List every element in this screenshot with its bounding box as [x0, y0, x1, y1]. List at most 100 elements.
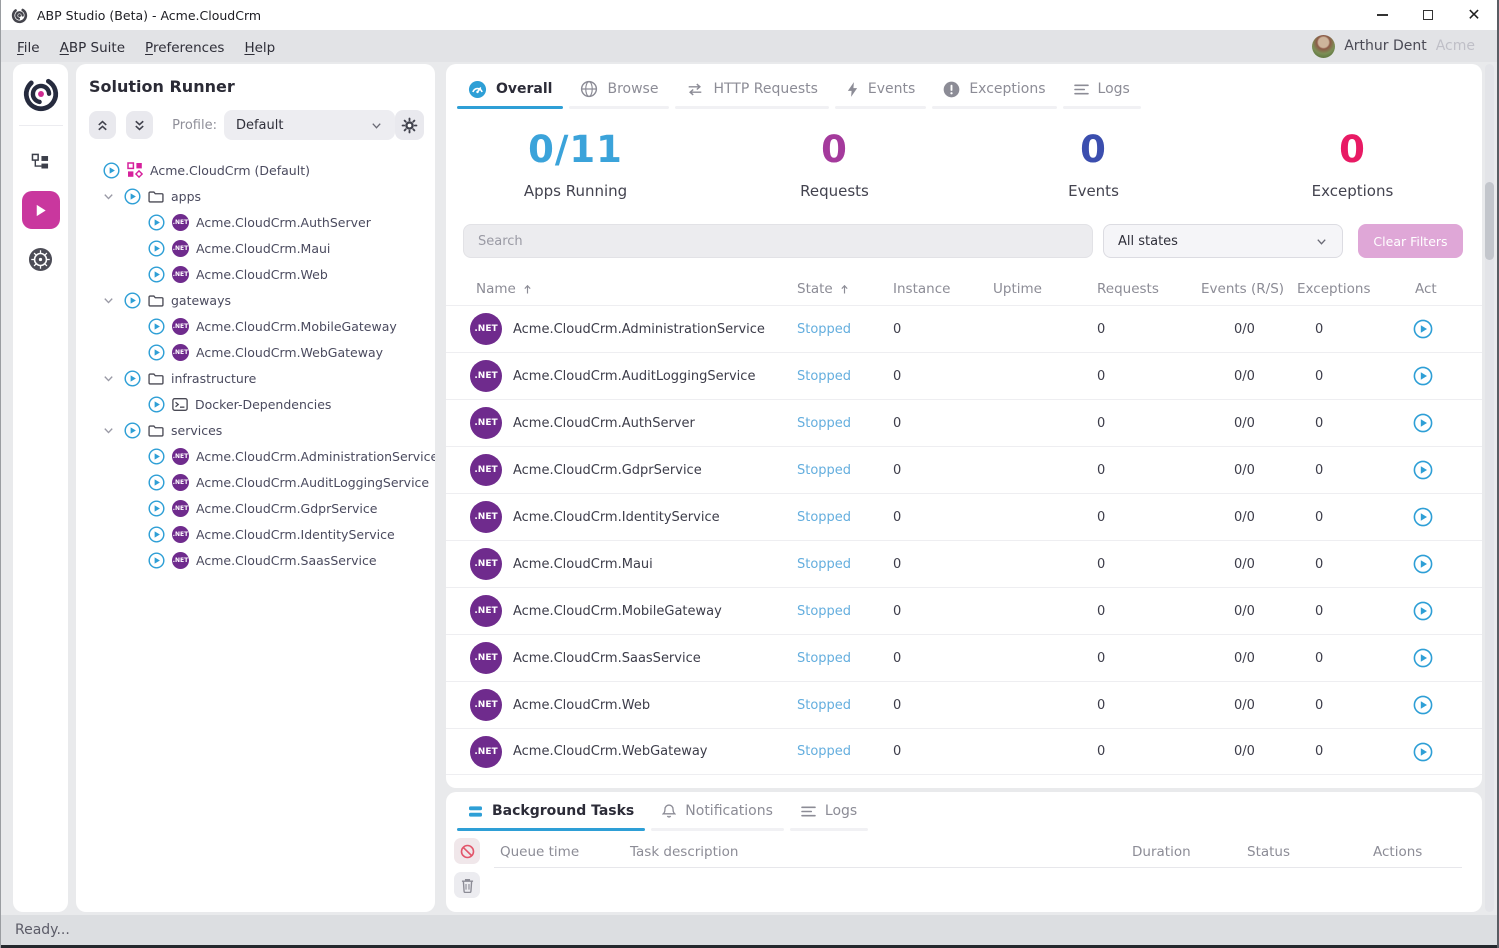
state-cell[interactable]: Stopped — [797, 556, 852, 572]
start-service-button[interactable] — [1413, 507, 1433, 527]
state-cell[interactable]: Stopped — [797, 415, 852, 431]
tab-overall[interactable]: Overall — [454, 69, 566, 109]
play-icon[interactable] — [124, 291, 141, 309]
play-icon[interactable] — [148, 239, 165, 257]
search-input[interactable] — [463, 224, 1093, 258]
tab-logs[interactable]: Logs — [1060, 69, 1144, 109]
tree-item-services[interactable]: services — [89, 417, 435, 443]
instance-cell: 0 — [893, 509, 902, 525]
profile-select[interactable]: Default — [223, 110, 395, 140]
state-cell[interactable]: Stopped — [797, 697, 852, 713]
column-header-uptime[interactable]: Uptime — [993, 281, 1042, 297]
profile-settings-button[interactable] — [394, 110, 424, 140]
start-service-button[interactable] — [1413, 742, 1433, 762]
play-icon[interactable] — [124, 421, 141, 439]
tree-item-acme-cloudcrm-default[interactable]: Acme.CloudCrm (Default) — [89, 157, 435, 183]
play-icon[interactable] — [148, 499, 165, 517]
start-service-button[interactable] — [1413, 554, 1433, 574]
play-icon[interactable] — [148, 395, 165, 413]
minimize-button[interactable] — [1359, 0, 1405, 30]
solution-runner-icon[interactable] — [21, 191, 60, 229]
solution-explorer-icon[interactable] — [22, 142, 60, 180]
user-avatar[interactable] — [1312, 34, 1336, 58]
column-header-exceptions[interactable]: Exceptions — [1297, 281, 1371, 297]
tree-item-acme-cloudcrm-gdprservice[interactable]: .NET Acme.CloudCrm.GdprService — [89, 495, 435, 521]
tree-item-acme-cloudcrm-webgateway[interactable]: .NET Acme.CloudCrm.WebGateway — [89, 339, 435, 365]
column-header-name[interactable]: Name — [446, 281, 791, 297]
start-service-button[interactable] — [1413, 413, 1433, 433]
column-header-state[interactable]: State — [791, 281, 887, 297]
play-icon[interactable] — [148, 265, 165, 283]
state-filter-select[interactable]: All states — [1103, 224, 1343, 258]
tree-item-acme-cloudcrm-saasservice[interactable]: .NET Acme.CloudCrm.SaasService — [89, 547, 435, 573]
state-cell[interactable]: Stopped — [797, 744, 852, 759]
start-service-button[interactable] — [1413, 366, 1433, 386]
tab-background-tasks[interactable]: Background Tasks — [454, 792, 648, 831]
tree-item-acme-cloudcrm-administrationservice[interactable]: .NET Acme.CloudCrm.AdministrationService — [89, 443, 435, 469]
menu-file[interactable]: File — [17, 39, 40, 56]
collapse-all-button[interactable] — [89, 111, 117, 139]
tree-item-acme-cloudcrm-mobilegateway[interactable]: .NET Acme.CloudCrm.MobileGateway — [89, 313, 435, 339]
state-cell[interactable]: Stopped — [797, 650, 852, 666]
chevron-down-icon[interactable] — [100, 372, 117, 385]
cancel-tasks-button[interactable] — [454, 838, 480, 864]
tree-item-infrastructure[interactable]: infrastructure — [89, 365, 435, 391]
expand-all-button[interactable] — [126, 111, 154, 139]
play-icon[interactable] — [148, 213, 165, 231]
column-header-requests[interactable]: Requests — [1097, 281, 1159, 297]
scrollbar-thumb[interactable] — [1485, 182, 1494, 260]
play-icon[interactable] — [148, 551, 165, 569]
tree-item-docker-dependencies[interactable]: Docker-Dependencies — [89, 391, 435, 417]
service-row: .NET Acme.CloudCrm.GdprService Stopped 0… — [446, 446, 1482, 493]
play-icon[interactable] — [148, 317, 165, 335]
play-icon[interactable] — [148, 447, 165, 465]
menu-help[interactable]: Help — [244, 39, 276, 56]
chevron-down-icon[interactable] — [100, 424, 117, 437]
tab-exceptions[interactable]: Exceptions — [929, 69, 1059, 109]
close-button[interactable]: ✕ — [1467, 5, 1481, 24]
actions-cell — [1391, 742, 1477, 762]
tree-item-acme-cloudcrm-auditloggingservice[interactable]: .NET Acme.CloudCrm.AuditLoggingService — [89, 469, 435, 495]
start-service-button[interactable] — [1413, 695, 1433, 715]
tab-underline — [675, 106, 829, 109]
start-service-button[interactable] — [1413, 601, 1433, 621]
state-cell[interactable]: Stopped — [797, 462, 852, 478]
tab-browse[interactable]: Browse — [566, 69, 672, 109]
chevron-down-icon[interactable] — [100, 190, 117, 203]
tree-item-acme-cloudcrm-authserver[interactable]: .NET Acme.CloudCrm.AuthServer — [89, 209, 435, 235]
start-service-button[interactable] — [1413, 648, 1433, 668]
play-icon[interactable] — [124, 369, 141, 387]
tree-item-acme-cloudcrm-identityservice[interactable]: .NET Acme.CloudCrm.IdentityService — [89, 521, 435, 547]
play-icon[interactable] — [148, 473, 165, 491]
start-service-button[interactable] — [1413, 460, 1433, 480]
play-icon[interactable] — [148, 525, 165, 543]
kubernetes-icon[interactable] — [22, 240, 60, 278]
start-service-button[interactable] — [1413, 319, 1433, 339]
menu-abp-suite[interactable]: ABP Suite — [59, 39, 126, 56]
play-icon[interactable] — [124, 187, 141, 205]
tree-item-acme-cloudcrm-web[interactable]: .NET Acme.CloudCrm.Web — [89, 261, 435, 287]
tree-item-apps[interactable]: apps — [89, 183, 435, 209]
tab-notifications[interactable]: Notifications — [648, 792, 787, 831]
state-cell[interactable]: Stopped — [797, 603, 852, 619]
state-cell[interactable]: Stopped — [797, 321, 852, 337]
user-area[interactable]: Arthur Dent Acme — [1312, 34, 1487, 58]
column-header-act[interactable]: Act — [1415, 281, 1437, 297]
clear-filters-button[interactable]: Clear Filters — [1358, 224, 1463, 258]
tree-item-gateways[interactable]: gateways — [89, 287, 435, 313]
menu-preferences[interactable]: Preferences — [145, 39, 225, 56]
play-icon[interactable] — [103, 161, 120, 179]
state-cell[interactable]: Stopped — [797, 509, 852, 525]
tab-http-requests[interactable]: HTTP Requests — [672, 69, 831, 109]
clear-tasks-button[interactable] — [454, 872, 480, 898]
maximize-button[interactable] — [1405, 0, 1451, 30]
column-header-instance[interactable]: Instance — [893, 281, 951, 297]
tree-item-acme-cloudcrm-maui[interactable]: .NET Acme.CloudCrm.Maui — [89, 235, 435, 261]
state-cell[interactable]: Stopped — [797, 368, 852, 384]
column-header-events-r-s[interactable]: Events (R/S) — [1201, 281, 1285, 297]
play-icon[interactable] — [148, 343, 165, 361]
chevron-down-icon[interactable] — [100, 294, 117, 307]
scrollbar-track[interactable] — [1485, 64, 1494, 912]
tab-logs[interactable]: Logs — [787, 792, 871, 831]
tab-events[interactable]: Events — [832, 69, 929, 109]
